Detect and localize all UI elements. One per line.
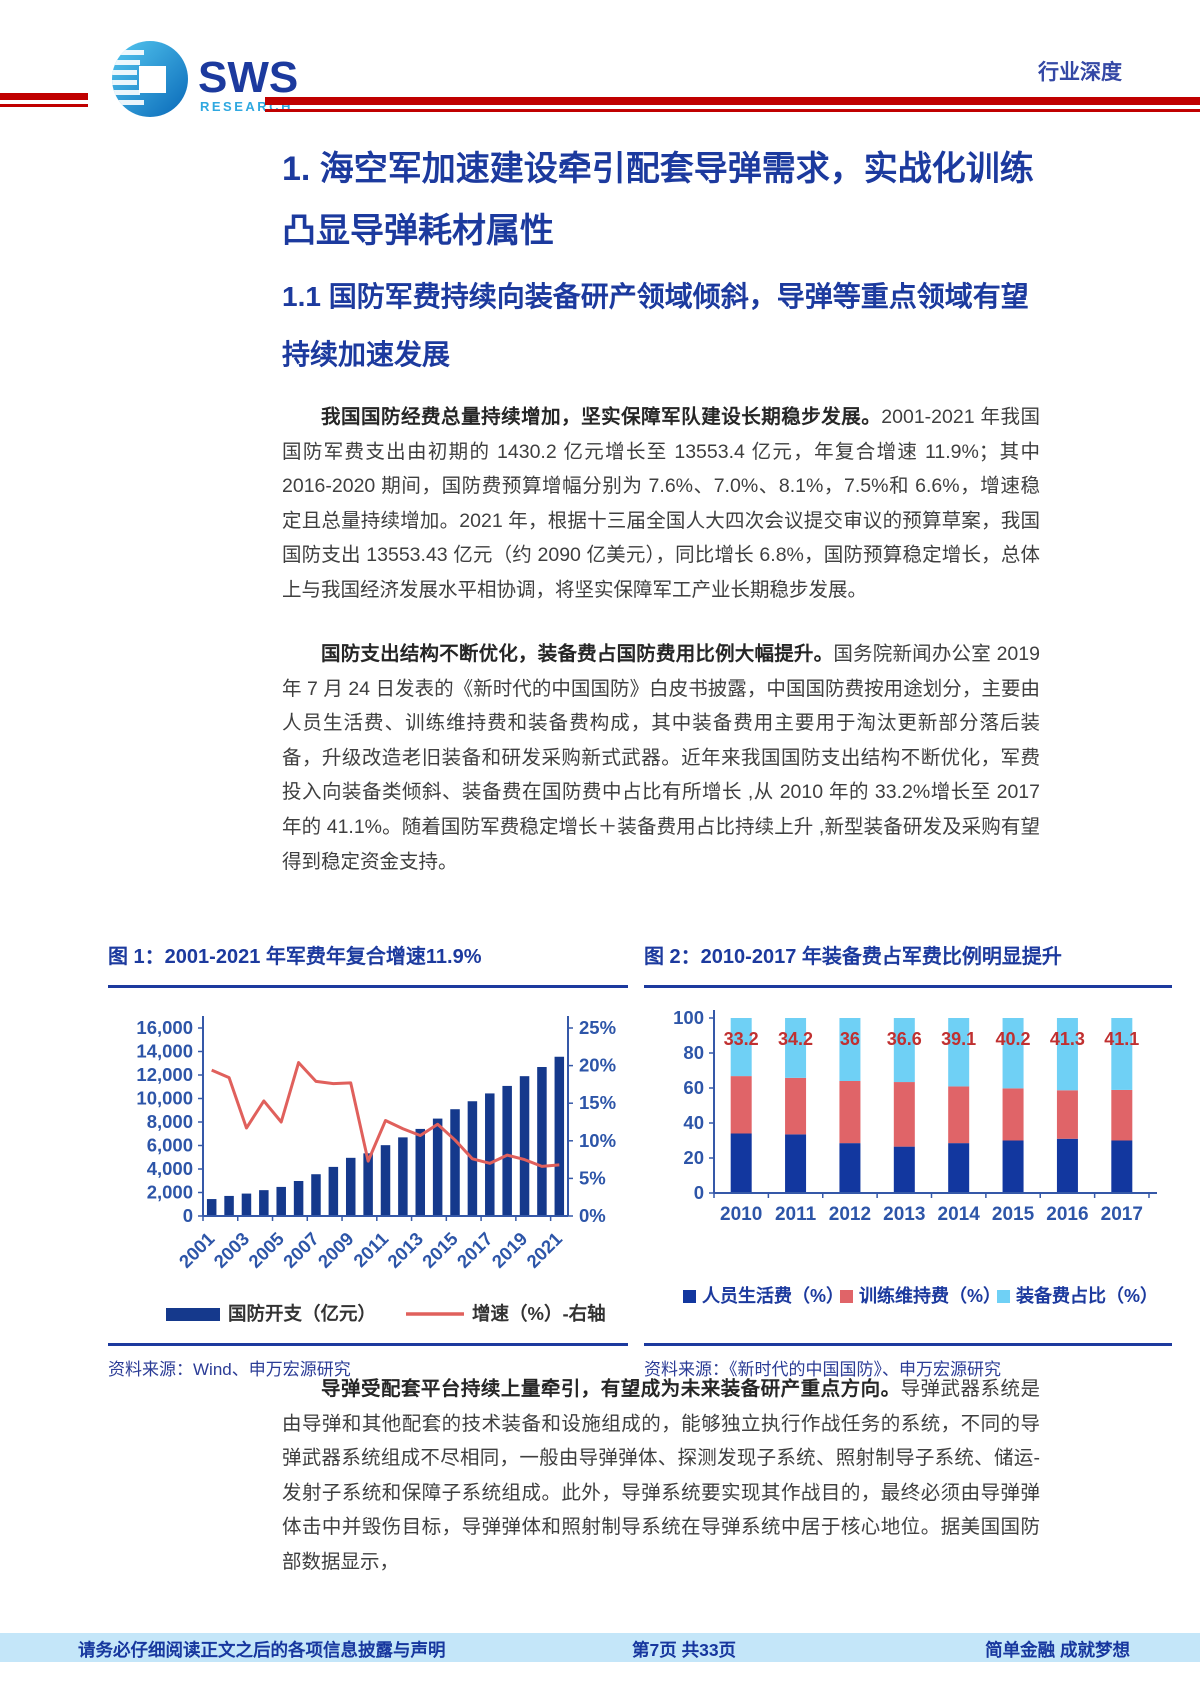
doc-type-label: 行业深度 [1038, 61, 1122, 84]
figure-1-source-rule [108, 1343, 628, 1346]
svg-text:2007: 2007 [279, 1228, 323, 1272]
paragraph-body: 国务院新闻办公室 2019 年 7 月 24 日发表的《新时代的中国国防》白皮书… [282, 643, 1040, 873]
svg-text:增速（%）-右轴: 增速（%）-右轴 [472, 1303, 606, 1324]
svg-text:2021: 2021 [522, 1228, 566, 1272]
svg-text:2010: 2010 [720, 1204, 762, 1225]
svg-text:4,000: 4,000 [147, 1158, 193, 1179]
svg-text:33.2: 33.2 [724, 1029, 759, 1049]
svg-text:16,000: 16,000 [136, 1017, 193, 1038]
svg-text:40.2: 40.2 [996, 1029, 1031, 1049]
svg-text:训练维持费（%）: 训练维持费（%） [859, 1285, 1001, 1306]
footer-page-number: 第7页 共33页 [632, 1640, 737, 1660]
paragraph-missile-demand: 导弹受配套平台持续上量牵引，有望成为未来装备研产重点方向。导弹武器系统是由导弹和… [282, 1372, 1040, 1580]
svg-text:8,000: 8,000 [147, 1111, 193, 1132]
svg-text:2005: 2005 [244, 1228, 288, 1272]
logo-sws-text: SWS [198, 53, 298, 102]
svg-text:14,000: 14,000 [136, 1041, 193, 1062]
svg-text:12,000: 12,000 [136, 1064, 193, 1085]
paragraph-body: 导弹武器系统是由导弹和其他配套的技术装备和设施组成的，能够独立执行作战任务的系统… [282, 1378, 1040, 1573]
header-rule-right-thin [265, 109, 1200, 112]
footer-slogan: 简单金融 成就梦想 [985, 1640, 1130, 1660]
header-rule-left-thick [0, 93, 88, 100]
svg-text:25%: 25% [579, 1017, 616, 1038]
svg-text:20: 20 [683, 1147, 704, 1168]
footer-disclaimer: 请务必仔细阅读正文之后的各项信息披露与声明 [78, 1640, 446, 1660]
figure-2-source-rule [644, 1343, 1172, 1346]
figure-1-source: 资料来源：Wind、申万宏源研究 [108, 1360, 351, 1379]
svg-text:2015: 2015 [418, 1228, 462, 1272]
svg-text:15%: 15% [579, 1092, 616, 1113]
svg-text:6,000: 6,000 [147, 1135, 193, 1156]
equipment-share-stacked-chart: 0 20 40 60 80 100 33.2 2010 34.2 2011 36 2012 36.6 20… [673, 1007, 1158, 1306]
svg-text:2015: 2015 [992, 1204, 1035, 1225]
svg-text:100: 100 [673, 1007, 704, 1028]
svg-text:2014: 2014 [938, 1204, 981, 1225]
figure-2-caption-rule [644, 985, 1172, 988]
svg-text:80: 80 [683, 1042, 704, 1063]
figure-2-source: 资料来源：《新时代的中国国防》、申万宏源研究 [644, 1360, 1001, 1379]
header-rule-right-thick [265, 97, 1200, 105]
svg-text:国防开支（亿元）: 国防开支（亿元） [228, 1303, 376, 1324]
header-rule-left-thin [0, 104, 88, 107]
paragraph-defense-budget: 我国国防经费总量持续增加，坚实保障军队建设长期稳步发展。2001-2021 年我… [282, 400, 1040, 608]
paragraph-spending-structure: 国防支出结构不断优化，装备费占国防费用比例大幅提升。国务院新闻办公室 2019 … [282, 637, 1040, 879]
figure-1-caption-rule [108, 985, 628, 988]
svg-text:0%: 0% [579, 1205, 606, 1226]
section-title: 1. 海空军加速建设牵引配套导弹需求，实战化训练凸显导弹耗材属性 [282, 150, 1034, 250]
svg-text:2011: 2011 [775, 1204, 817, 1225]
svg-text:41.1: 41.1 [1104, 1029, 1139, 1049]
svg-text:36: 36 [840, 1029, 860, 1049]
svg-text:人员生活费（%）: 人员生活费（%） [702, 1285, 844, 1306]
svg-text:34.2: 34.2 [778, 1029, 813, 1049]
svg-text:2017: 2017 [453, 1228, 497, 1272]
svg-text:40: 40 [683, 1112, 704, 1133]
svg-text:41.3: 41.3 [1050, 1029, 1085, 1049]
subsection-title: 1.1 国防军费持续向装备研产领域倾斜，导弹等重点领域有望持续加速发展 [282, 281, 1029, 370]
svg-text:2011: 2011 [349, 1228, 392, 1271]
svg-text:60: 60 [683, 1077, 704, 1098]
svg-text:2013: 2013 [383, 1228, 427, 1272]
svg-text:2003: 2003 [209, 1228, 253, 1272]
svg-text:39.1: 39.1 [941, 1029, 976, 1049]
sws-logo: SWS RESEARCH [110, 38, 325, 120]
sws-logo-icon: SWS RESEARCH [112, 41, 298, 117]
figure-2-caption: 图 2：2010-2017 年装备费占军费比例明显提升 [644, 946, 1062, 968]
svg-text:2013: 2013 [883, 1204, 925, 1225]
figure-2: 图 2：2010-2017 年装备费占军费比例明显提升 0 20 40 60 80 100… [644, 944, 1172, 1380]
svg-text:5%: 5% [579, 1167, 606, 1188]
svg-text:2001: 2001 [175, 1228, 219, 1272]
svg-text:2017: 2017 [1101, 1204, 1143, 1225]
svg-text:2,000: 2,000 [147, 1182, 193, 1203]
svg-text:0: 0 [694, 1182, 704, 1203]
paragraph-lead: 国防支出结构不断优化，装备费占国防费用比例大幅提升。 [321, 643, 834, 665]
figure-1-caption: 图 1：2001-2021 年军费年复合增速11.9% [108, 946, 482, 968]
svg-text:20%: 20% [579, 1055, 616, 1076]
svg-text:10%: 10% [579, 1130, 616, 1151]
svg-text:0: 0 [183, 1205, 193, 1226]
paragraph-lead: 我国国防经费总量持续增加，坚实保障军队建设长期稳步发展。 [321, 406, 882, 428]
svg-text:2012: 2012 [829, 1204, 871, 1225]
figure-1: 图 1：2001-2021 年军费年复合增速11.9% 0 2,000 4,000 6… [108, 944, 628, 1380]
page-footer: 请务必仔细阅读正文之后的各项信息披露与声明 第7页 共33页 简单金融 成就梦想 [0, 1633, 1200, 1662]
svg-text:2009: 2009 [314, 1228, 358, 1272]
svg-text:2016: 2016 [1046, 1204, 1088, 1225]
svg-text:36.6: 36.6 [887, 1029, 922, 1049]
svg-text:2019: 2019 [487, 1228, 531, 1272]
svg-text:10,000: 10,000 [136, 1088, 193, 1109]
svg-text:装备费占比（%）: 装备费占比（%） [1016, 1285, 1158, 1306]
paragraph-lead: 导弹受配套平台持续上量牵引，有望成为未来装备研产重点方向。 [321, 1378, 901, 1400]
paragraph-body: 2001-2021 年我国国防军费支出由初期的 1430.2 亿元增长至 135… [282, 406, 1040, 601]
